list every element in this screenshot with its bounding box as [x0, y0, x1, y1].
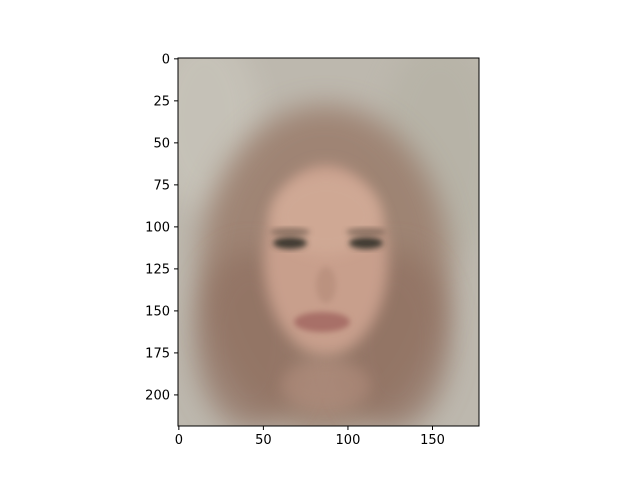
y-tick-label: 0	[162, 52, 170, 67]
y-axis: 0 25 50 75 100 125 150 175 200	[145, 52, 178, 403]
y-tick-label: 125	[145, 262, 170, 277]
x-tick-label: 100	[336, 433, 361, 448]
y-tick-label: 25	[153, 94, 170, 109]
left-eye	[273, 237, 307, 249]
face-image	[178, 58, 479, 426]
y-tick-label: 100	[145, 220, 170, 235]
y-tick-label: 200	[145, 388, 170, 403]
x-tick-label: 50	[255, 433, 272, 448]
axes-frame	[177, 57, 480, 427]
y-tick-label: 175	[145, 346, 170, 361]
y-tick-label: 150	[145, 304, 170, 319]
nose	[316, 267, 336, 303]
y-tick-label: 50	[153, 136, 170, 151]
right-eye	[349, 237, 383, 249]
x-tick-label: 0	[175, 433, 183, 448]
x-axis: 0 50 100 150	[175, 426, 445, 448]
y-tick-label: 75	[153, 178, 170, 193]
lips	[294, 312, 350, 332]
x-tick-label: 150	[420, 433, 445, 448]
